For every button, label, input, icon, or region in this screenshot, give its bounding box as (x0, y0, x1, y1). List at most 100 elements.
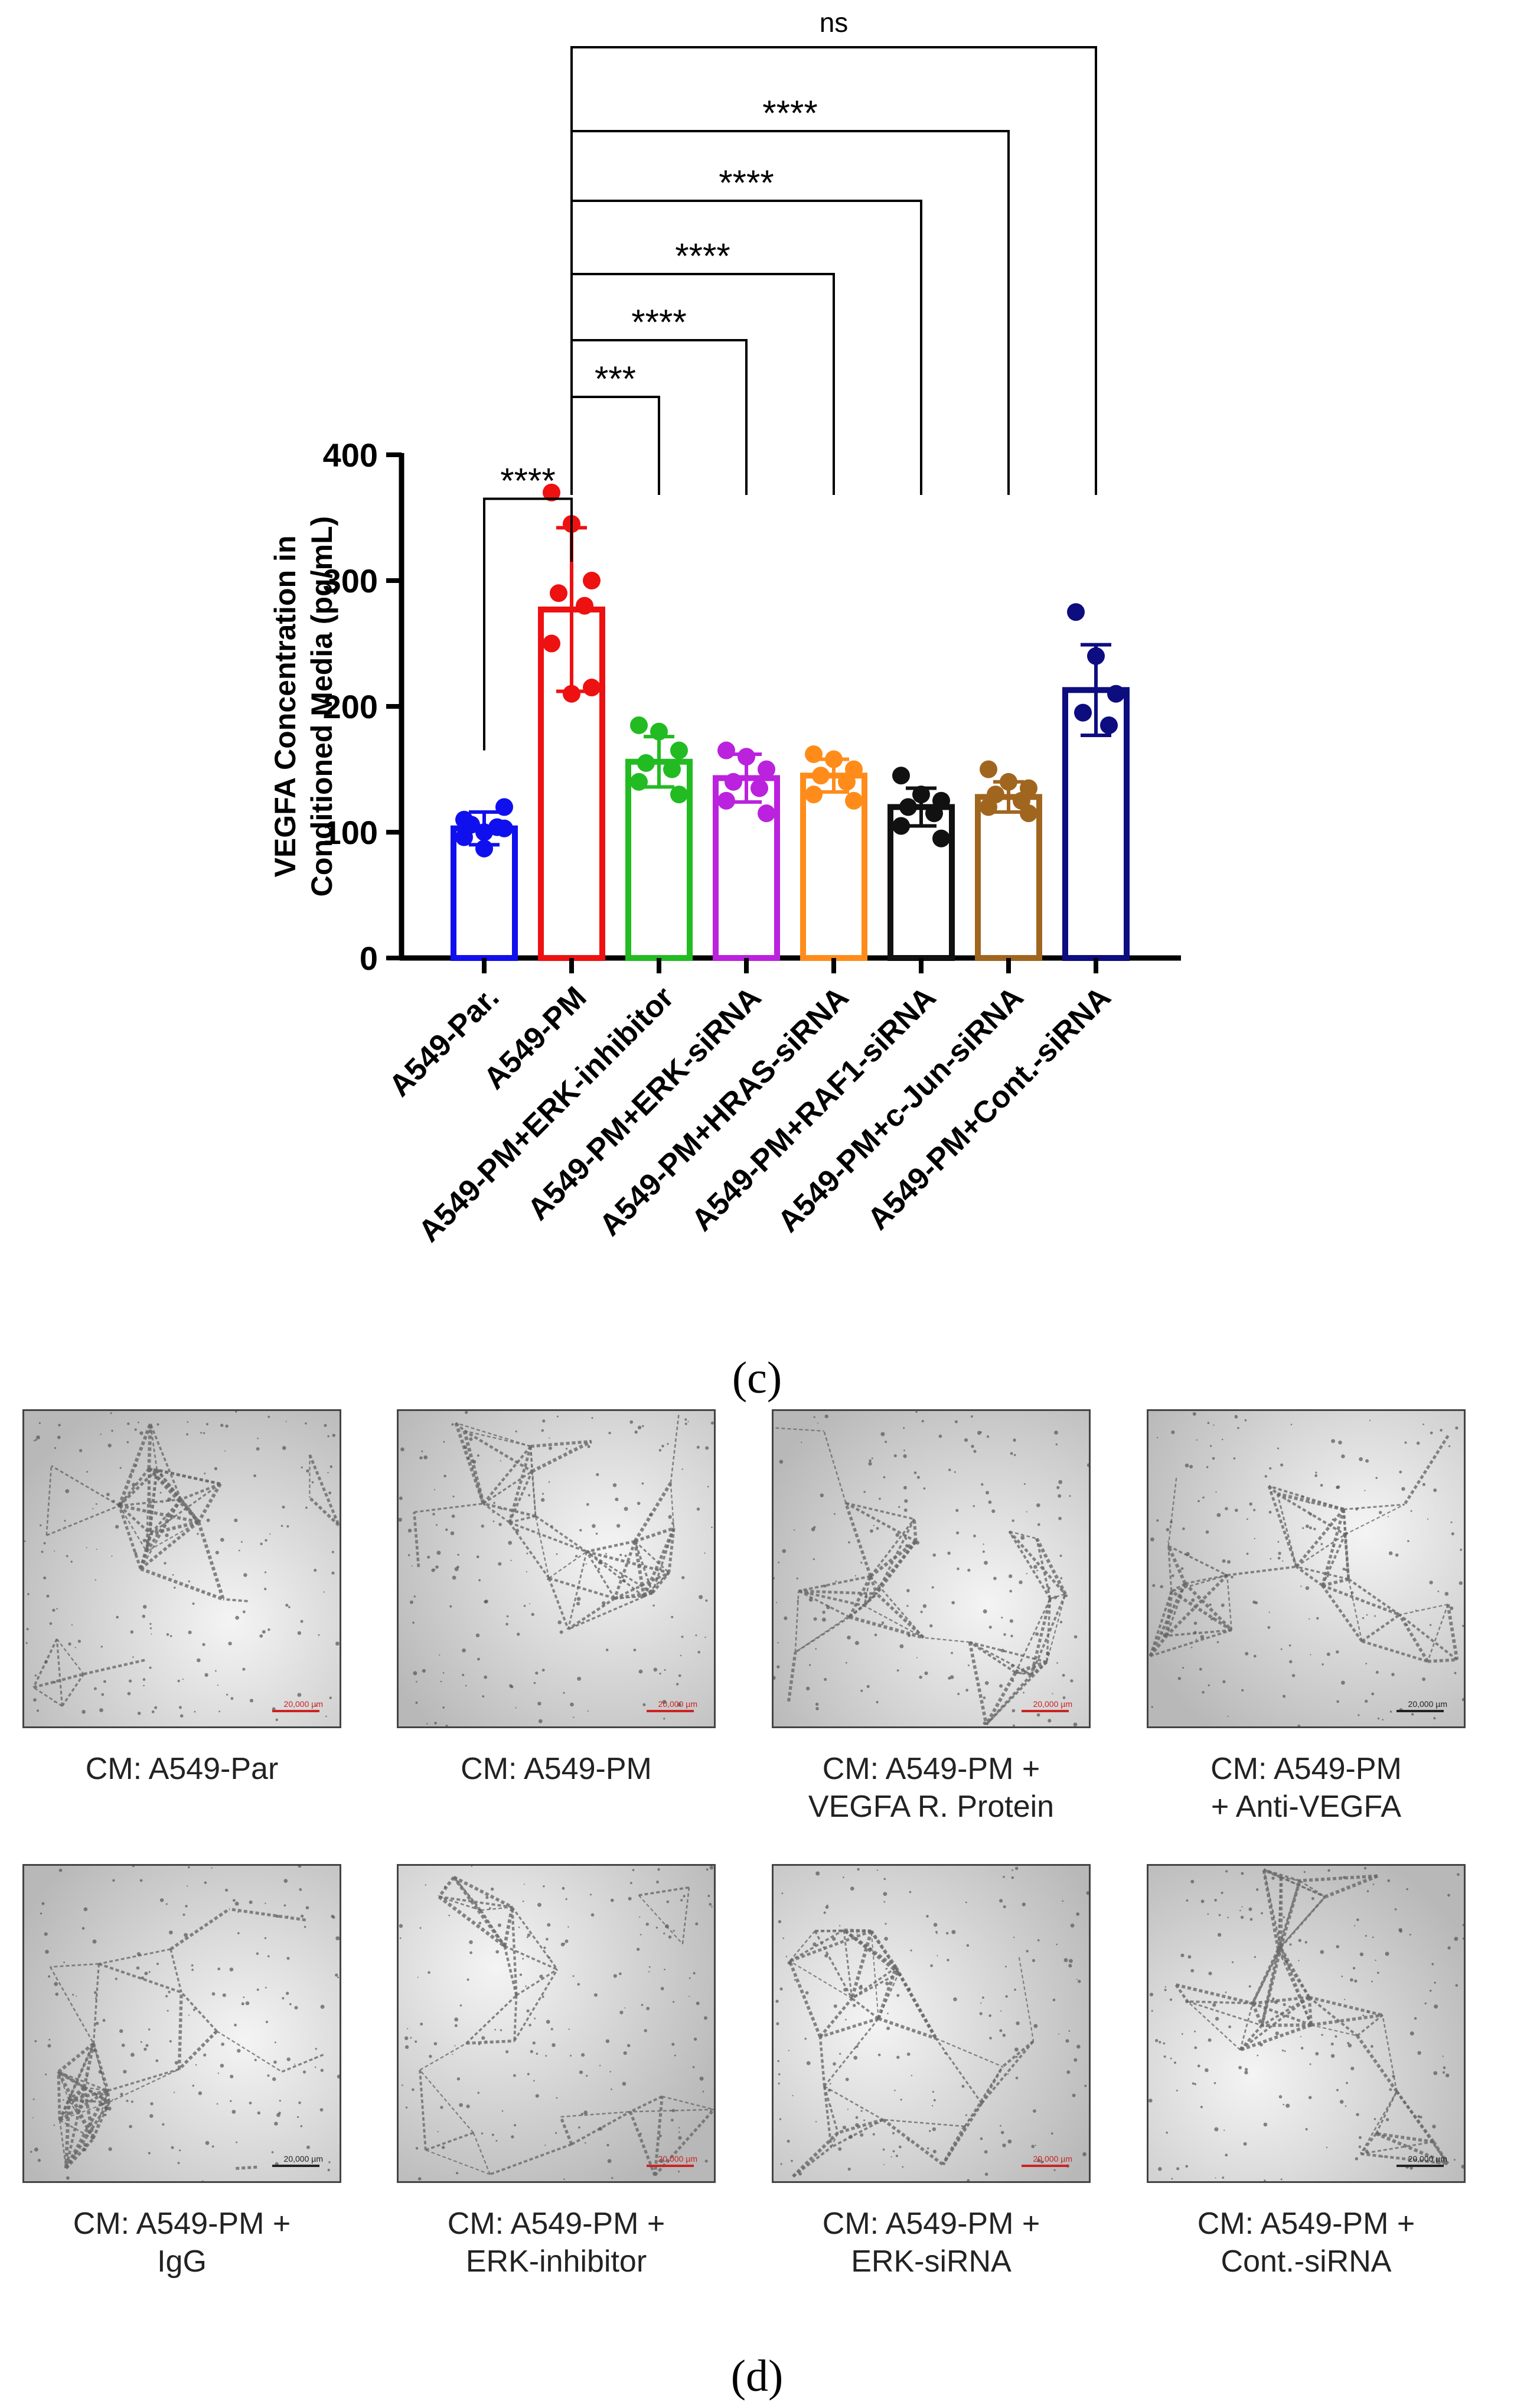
data-point (475, 839, 493, 858)
microscopy-image: 20,000 µm (1147, 1409, 1466, 1728)
caption-line2: ERK-siRNA (851, 2244, 1011, 2279)
image-caption: CM: A549-PM (367, 1750, 745, 1788)
significance-label: **** (719, 163, 774, 203)
data-point (1087, 647, 1105, 665)
data-point (738, 748, 755, 766)
data-point (717, 741, 735, 760)
significance-label: **** (631, 302, 686, 342)
vegfa-bar-chart: 0 100 200 300 400 VEGFA Concentration in Condi… (269, 7, 1181, 1249)
data-point (670, 786, 688, 804)
data-point (751, 779, 768, 797)
image-caption: CM: A549-Par (0, 1750, 371, 1788)
data-point (543, 483, 560, 501)
data-point (650, 722, 668, 741)
image-caption: CM: A549-PM + ERK-siRNA (742, 2205, 1120, 2280)
data-point (670, 741, 688, 760)
data-point (892, 767, 910, 785)
microscopy-image: 20,000 µm (22, 1864, 341, 2183)
caption-line1: CM: A549-PM + (447, 2207, 665, 2241)
data-point (925, 804, 943, 823)
significance-bracket (570, 396, 660, 495)
data-point (488, 818, 506, 836)
data-point (758, 760, 775, 778)
significance-label: *** (595, 359, 636, 399)
caption-line2: Cont.-siRNA (1221, 2244, 1392, 2279)
caption-line2: + Anti-VEGFA (1210, 1790, 1402, 1824)
microscopy-image: 20,000 µm (22, 1409, 341, 1728)
image-caption: CM: A549-PM + Anti-VEGFA (1117, 1750, 1495, 1826)
data-point (637, 754, 655, 772)
significance-label: **** (675, 236, 730, 276)
data-point (980, 760, 997, 778)
data-point (805, 745, 823, 763)
image-caption: CM: A549-PM + Cont.-siRNA (1117, 2205, 1495, 2280)
panel-c-label: (c) (732, 1353, 782, 1403)
data-point (583, 572, 601, 589)
y-axis-label-line1: VEGFA Concentration in (269, 536, 302, 878)
data-point (563, 685, 580, 703)
significance-label: **** (500, 461, 555, 501)
scale-bar-label: 20,000 µm (658, 2154, 697, 2163)
data-point (495, 798, 513, 816)
caption-line1: CM: A549-Par (85, 1752, 279, 1786)
scale-bar-label: 20,000 µm (1408, 1699, 1447, 1709)
data-point (1067, 603, 1085, 621)
significance-label: ns (820, 7, 849, 38)
data-point (912, 786, 930, 804)
image-caption: CM: A549-PM + IgG (0, 2205, 371, 2280)
data-point (1107, 685, 1125, 703)
caption-line2: IgG (157, 2244, 207, 2279)
data-point (455, 810, 473, 829)
significance-bracket (483, 497, 573, 751)
caption-line2: ERK-inhibitor (465, 2244, 647, 2279)
category-label: A549-Par. (383, 980, 506, 1103)
y-axis-label-line2: Conditioned Media (pg/mL) (305, 516, 338, 897)
scale-bar-label: 20,000 µm (283, 1699, 323, 1709)
data-point (845, 791, 863, 810)
caption-line2: VEGFA R. Protein (808, 1790, 1055, 1824)
data-point (630, 716, 648, 734)
data-point (892, 817, 910, 835)
data-point (812, 767, 830, 785)
caption-line1: CM: A549-PM (461, 1752, 652, 1786)
y-tick-label: 200 (323, 688, 378, 725)
y-tick-label: 100 (323, 814, 378, 851)
caption-line1: CM: A549-PM + (822, 2207, 1040, 2241)
data-point (1074, 703, 1092, 722)
data-point (1000, 773, 1017, 791)
y-tick-label: 400 (323, 436, 378, 474)
data-point (758, 804, 775, 823)
data-point (899, 798, 917, 816)
data-point (550, 584, 567, 602)
data-point (932, 829, 950, 848)
image-caption: CM: A549-PM + ERK-inhibitor (367, 2205, 745, 2280)
scale-bar-label: 20,000 µm (1033, 2154, 1072, 2163)
data-point (583, 679, 601, 697)
data-point (543, 634, 560, 653)
significance-label: **** (762, 93, 817, 133)
y-tick-label: 300 (323, 562, 378, 599)
microscopy-image: 20,000 µm (772, 1864, 1091, 2183)
data-point (1020, 804, 1037, 823)
caption-line1: CM: A549-PM (1210, 1752, 1402, 1786)
image-caption: CM: A549-PM + VEGFA R. Protein (742, 1750, 1120, 1826)
data-point (805, 786, 823, 804)
panel-d-label: (d) (730, 2351, 784, 2401)
scale-bar-label: 20,000 µm (1033, 1699, 1072, 1709)
microscopy-image: 20,000 µm (772, 1409, 1091, 1728)
caption-line1: CM: A549-PM + (73, 2207, 291, 2241)
data-point (980, 798, 997, 816)
data-point (630, 773, 648, 791)
data-point (838, 773, 856, 791)
scale-bar-label: 20,000 µm (283, 2154, 323, 2163)
y-tick-label: 0 (360, 940, 378, 977)
data-point (576, 597, 593, 615)
data-point (1100, 716, 1118, 734)
caption-line1: CM: A549-PM + (1197, 2207, 1415, 2241)
data-point (663, 760, 681, 778)
microscopy-image: 20,000 µm (397, 1409, 716, 1728)
microscopy-image: 20,000 µm (1147, 1864, 1466, 2183)
caption-line1: CM: A549-PM + (822, 1752, 1040, 1786)
microscopy-image: 20,000 µm (397, 1864, 716, 2183)
data-point (725, 773, 742, 791)
